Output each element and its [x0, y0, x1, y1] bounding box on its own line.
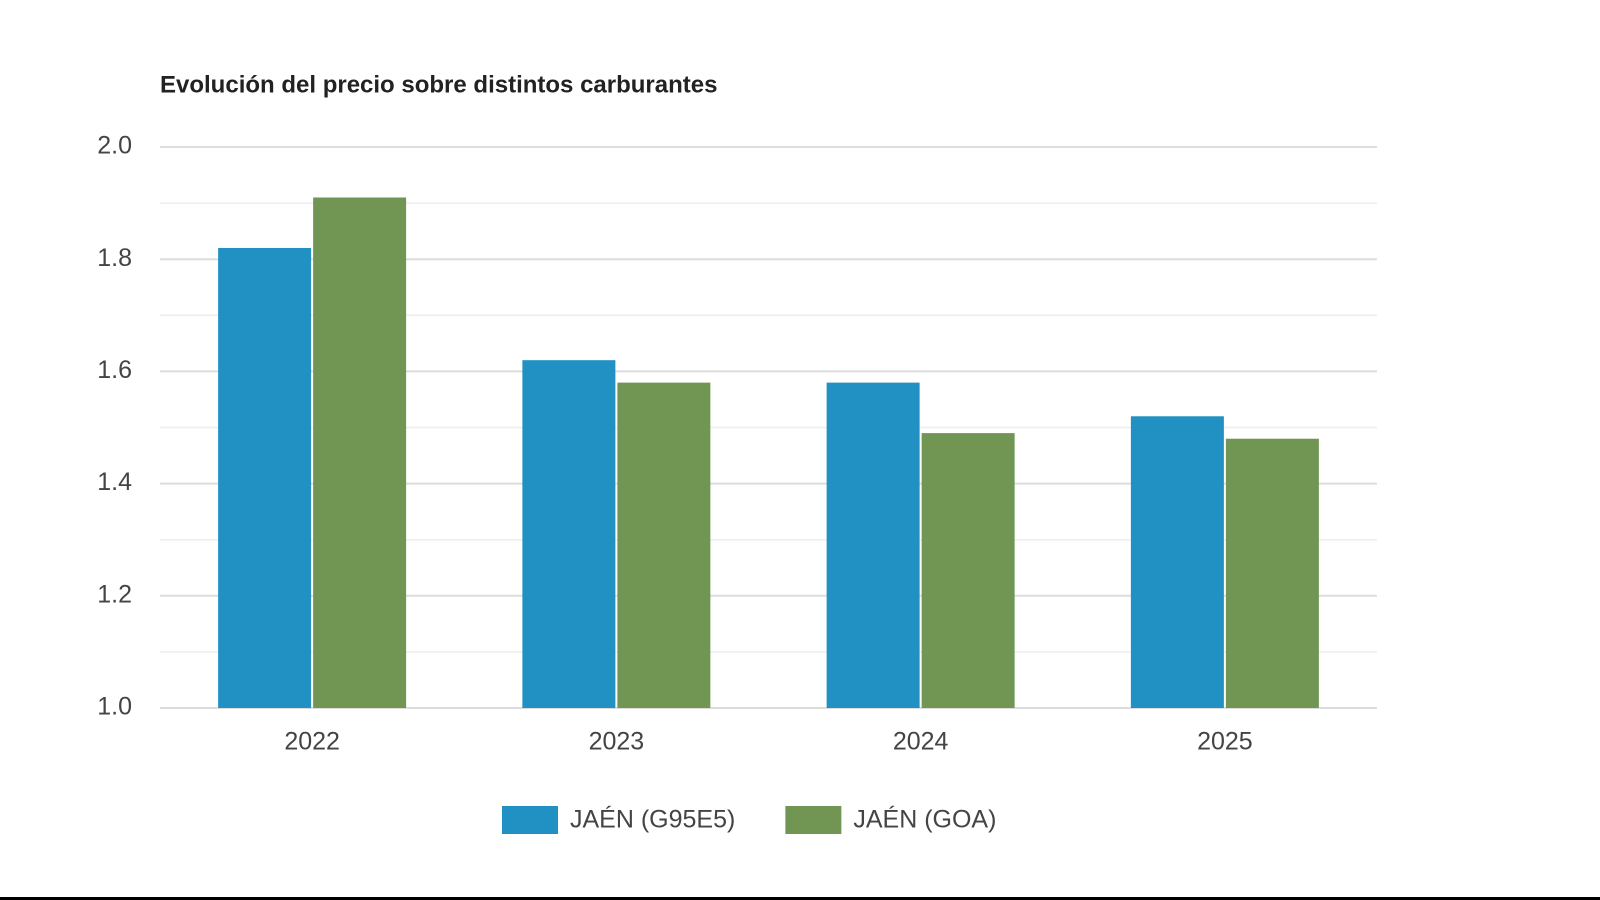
- bar: [313, 197, 407, 709]
- legend-swatch: [502, 806, 558, 834]
- chart-title: Evolución del precio sobre distintos car…: [160, 71, 717, 98]
- bar: [617, 382, 711, 708]
- bar: [1225, 438, 1319, 708]
- legend-label: JAÉN (G95E5): [570, 805, 735, 834]
- legend-label: JAÉN (GOA): [853, 805, 996, 834]
- bar: [522, 360, 616, 708]
- x-tick-label: 2023: [589, 728, 645, 756]
- bar: [1130, 416, 1224, 708]
- x-tick-label: 2024: [893, 728, 949, 756]
- y-tick-label: 1.2: [97, 580, 132, 608]
- x-tick-label: 2025: [1197, 728, 1253, 756]
- bar: [921, 433, 1015, 708]
- y-tick-label: 1.4: [97, 468, 132, 496]
- bottom-border: [0, 897, 1600, 900]
- y-tick-label: 2.0: [97, 132, 132, 160]
- y-tick-label: 1.6: [97, 356, 132, 384]
- bar: [218, 247, 312, 709]
- x-tick-label: 2022: [284, 728, 340, 756]
- y-tick-label: 1.8: [97, 244, 132, 272]
- legend-swatch: [785, 806, 842, 834]
- bar: [826, 382, 920, 708]
- y-tick-label: 1.0: [97, 693, 132, 721]
